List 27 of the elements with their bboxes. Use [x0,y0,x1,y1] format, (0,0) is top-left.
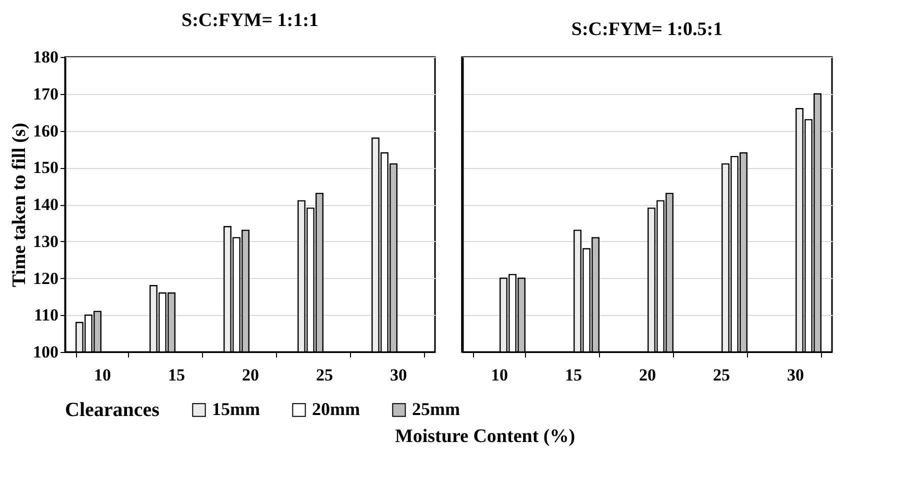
x-tick-label: 30 [390,366,407,384]
y-tick-label: 170 [33,84,58,104]
x-axis-title: Moisture Content (%) [394,426,576,447]
x-tick-label: 15 [565,366,582,384]
x-tick-label: 20 [242,366,259,384]
y-tick-label: 130 [33,232,58,251]
y-tick-label: 110 [34,306,58,325]
legend-label: 25mm [412,399,460,419]
legend-label: 20mm [312,399,360,419]
x-tick-label: 20 [639,366,656,384]
x-tick-label: 10 [94,366,111,384]
y-tick-label: 140 [33,195,58,214]
legend-title: Clearances [65,399,160,421]
y-tick-label: 120 [33,268,58,288]
chart-title: S:C:FYM= 1:1:1 [182,10,318,31]
y-axis-title: Time taken to fill (s) [9,122,30,288]
y-tick-label: 160 [33,121,58,140]
x-tick-label: 10 [491,366,508,384]
x-tick-label: 15 [168,366,185,384]
x-tick-label: 25 [316,366,333,384]
legend-label: 15mm [212,399,260,419]
y-tick-label: 100 [33,342,58,362]
chart-title: S:C:FYM= 1:0.5:1 [571,19,723,40]
y-tick-label: 150 [33,158,58,178]
x-tick-label: 25 [713,366,730,384]
x-tick-label: 30 [787,366,804,384]
y-tick-label: 180 [33,48,58,66]
